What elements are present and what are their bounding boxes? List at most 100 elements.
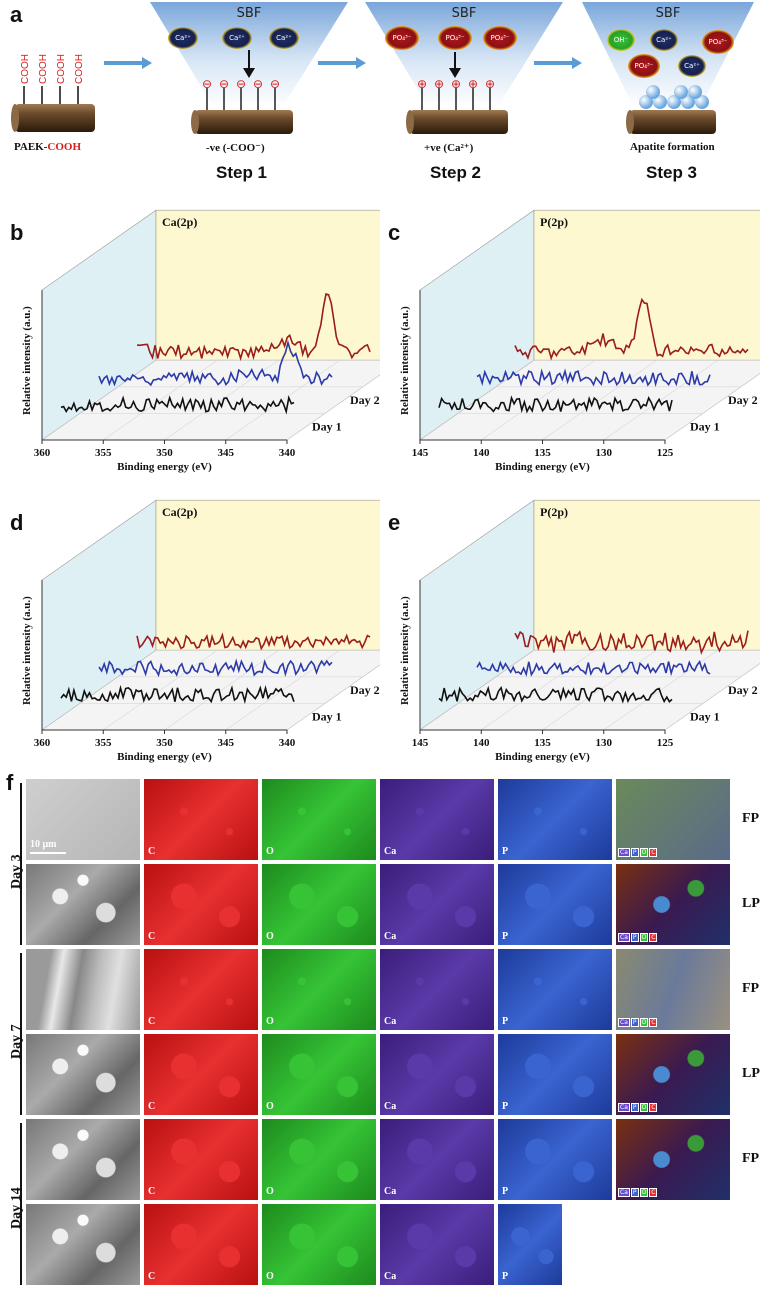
legend-chip: P bbox=[630, 1018, 639, 1027]
x-tick-label: 355 bbox=[95, 737, 112, 749]
x-tick-label: 140 bbox=[473, 737, 490, 749]
eds-map-cell: O bbox=[262, 949, 376, 1030]
panel-label-c: c bbox=[388, 220, 401, 245]
element-label: Ca bbox=[384, 846, 397, 857]
element-label: Ca bbox=[384, 931, 397, 942]
element-label: C bbox=[148, 931, 156, 942]
day-label: Day 7 bbox=[9, 1024, 24, 1059]
legend-chip: P bbox=[630, 1103, 639, 1112]
x-tick-label: 345 bbox=[218, 447, 235, 459]
step3-title: Step 3 bbox=[646, 163, 698, 182]
series-label-day-2: Day 2 bbox=[728, 393, 758, 407]
overlay-legend: Ca P O C bbox=[618, 848, 658, 857]
charge-neg-3: ⊖ bbox=[236, 77, 246, 91]
scale-bar: 10 μm bbox=[30, 839, 66, 854]
x-tick-label: 125 bbox=[657, 447, 674, 459]
series-line-day-3 bbox=[136, 632, 371, 651]
x-axis-label: Binding energy (eV) bbox=[495, 461, 590, 473]
step2-title: Step 2 bbox=[430, 163, 482, 182]
scheme-diagram: Ca²⁺ Ca²⁺ Ca²⁺ PO₄³⁻ PO₄³⁻ PO₄³⁻ OH⁻ Ca²… bbox=[11, 2, 754, 134]
panel-label-d: d bbox=[10, 510, 24, 535]
element-label: C bbox=[148, 1101, 156, 1112]
overlay-legend: Ca P O C bbox=[618, 1103, 658, 1112]
series-label-day-2: Day 2 bbox=[728, 683, 758, 697]
legend-chip: C bbox=[649, 848, 658, 857]
x-tick-label: 140 bbox=[473, 447, 490, 459]
x-tick-label: 125 bbox=[657, 737, 674, 749]
element-label: P bbox=[502, 1271, 509, 1282]
eds-map-cell: Ca bbox=[380, 949, 494, 1030]
y-axis-label: Relative intensity (a.u.) bbox=[399, 596, 411, 705]
ions bbox=[168, 26, 734, 78]
legend-chip: O bbox=[639, 933, 649, 942]
eds-map-cell: Ca bbox=[380, 864, 494, 945]
eds-map-cell: Ca P O C bbox=[616, 779, 730, 860]
series-line-day-1 bbox=[438, 685, 673, 704]
element-label: P bbox=[502, 1101, 509, 1112]
eds-map-cell: O bbox=[262, 864, 376, 945]
overlay-legend: Ca P O C bbox=[618, 933, 658, 942]
legend-chip: C bbox=[649, 933, 658, 942]
charge-neg-5: ⊖ bbox=[270, 77, 280, 91]
panel-label-f: f bbox=[6, 770, 14, 795]
x-tick-label: 130 bbox=[596, 447, 613, 459]
panel-label-e: e bbox=[388, 510, 401, 535]
sbf-label-2: SBF bbox=[452, 6, 477, 21]
x-tick-label: 135 bbox=[534, 737, 551, 749]
legend-chip: Ca bbox=[618, 933, 630, 942]
element-label: C bbox=[148, 1016, 156, 1027]
legend-chip: C bbox=[649, 1188, 658, 1197]
row-label-lp: LP bbox=[742, 896, 760, 911]
ion-ca-4: Ca²⁺ bbox=[656, 36, 672, 44]
eds-map-cell: Ca bbox=[380, 1034, 494, 1115]
eds-map-cell bbox=[26, 1119, 140, 1200]
x-tick-label: 340 bbox=[279, 447, 296, 459]
series-line-day-1 bbox=[60, 395, 295, 415]
eds-map-cell: C bbox=[144, 779, 258, 860]
eds-map-cell: Ca P O C bbox=[616, 1119, 730, 1200]
eds-map-cell: O bbox=[262, 1119, 376, 1200]
charge-neg-2: ⊖ bbox=[219, 77, 229, 91]
element-label: P bbox=[502, 931, 509, 942]
panel-label-a: a bbox=[10, 2, 23, 27]
legend-chip: C bbox=[649, 1018, 658, 1027]
element-label: Ca bbox=[384, 1016, 397, 1027]
y-axis-label: Relative intensity (a.u.) bbox=[399, 306, 411, 415]
x-axis-label: Binding energy (eV) bbox=[117, 751, 212, 763]
series-line-day-2 bbox=[98, 658, 333, 678]
rod-step2 bbox=[406, 52, 508, 134]
cooh-label-1: COOH bbox=[20, 54, 31, 84]
x-tick-label: 350 bbox=[156, 447, 173, 459]
ion-oh: OH⁻ bbox=[614, 36, 629, 44]
legend-chip: O bbox=[639, 1103, 649, 1112]
overlay-legend: Ca P O C bbox=[618, 1188, 658, 1197]
eds-map-cell bbox=[26, 1034, 140, 1115]
series-label-day-1: Day 1 bbox=[312, 710, 342, 724]
step1-title: Step 1 bbox=[216, 163, 268, 182]
series-label-day-2: Day 2 bbox=[350, 683, 380, 697]
element-label: Ca bbox=[384, 1186, 397, 1197]
eds-map-cell: P bbox=[498, 949, 612, 1030]
ion-po4-2: PO₄³⁻ bbox=[445, 34, 464, 42]
x-tick-label: 135 bbox=[534, 447, 551, 459]
step3-caption: Apatite formation bbox=[630, 141, 715, 153]
eds-map-cell: P bbox=[498, 1034, 612, 1115]
ion-po4-3: PO₄³⁻ bbox=[490, 34, 509, 42]
element-label: C bbox=[148, 846, 156, 857]
eds-map-cell: P bbox=[498, 864, 612, 945]
element-label: C bbox=[148, 1271, 156, 1282]
row-label-fp: FP bbox=[742, 811, 760, 826]
series-line-day-3 bbox=[136, 292, 371, 362]
series-line-day-2 bbox=[98, 339, 333, 387]
ion-po4-5: PO₄³⁻ bbox=[634, 62, 653, 70]
charge-neg-4: ⊖ bbox=[253, 77, 263, 91]
x-tick-label: 355 bbox=[95, 447, 112, 459]
charge-pos-4: ⊕ bbox=[468, 77, 478, 91]
cooh-label-3: COOH bbox=[56, 54, 67, 84]
eds-map-cell: Ca P O C bbox=[616, 1034, 730, 1115]
start-caption: PAEK-COOH bbox=[14, 141, 82, 153]
xps-chart-e: 145 140 135 130 125 Binding energy (eV) Relati… bbox=[399, 499, 760, 763]
cooh-label-4: COOH bbox=[74, 54, 85, 84]
xps-chart-b: 360 355 350 345 340 Binding energy (eV) Relati… bbox=[21, 209, 380, 473]
row-label-fp: FP bbox=[742, 981, 760, 996]
